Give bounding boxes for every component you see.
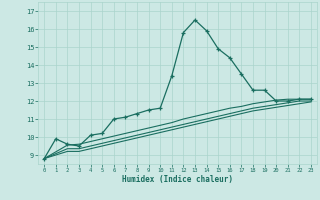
X-axis label: Humidex (Indice chaleur): Humidex (Indice chaleur) [122,175,233,184]
